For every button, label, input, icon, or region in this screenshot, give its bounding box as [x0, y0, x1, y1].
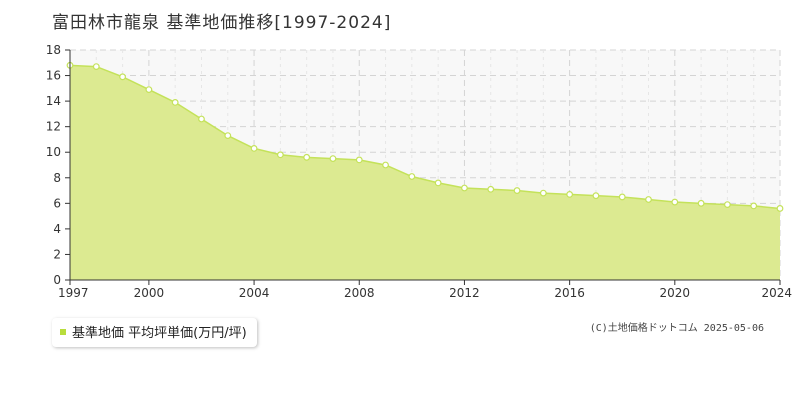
data-point: [645, 196, 652, 203]
x-tick-label: 1997: [58, 286, 89, 300]
x-tick-label: 2004: [239, 286, 270, 300]
data-point: [592, 192, 600, 200]
data-point: [276, 151, 284, 159]
data-point: [329, 155, 337, 163]
data-point: [671, 198, 679, 206]
data-point: [145, 86, 153, 94]
data-point: [618, 193, 626, 201]
series-area: [70, 65, 780, 280]
y-tick-label: 14: [46, 94, 61, 108]
y-axis-ticks: 0 2 4 6 8 10 12 14 16 18: [46, 43, 70, 287]
y-tick-label: 10: [46, 145, 61, 159]
data-point: [487, 185, 495, 193]
data-point: [303, 153, 311, 161]
legend: 基準地価 平均坪単価(万円/坪): [52, 318, 257, 347]
axes: [69, 50, 780, 281]
data-point: [434, 179, 442, 187]
data-point: [566, 190, 574, 198]
data-point: [171, 98, 179, 106]
copyright-text: (C)土地価格ドットコム 2025-05-06: [589, 323, 764, 334]
data-point: [776, 205, 784, 212]
x-tick-label: 2000: [134, 286, 165, 300]
data-point: [513, 187, 521, 194]
data-point: [750, 202, 758, 210]
data-point: [408, 173, 416, 180]
y-tick-label: 18: [46, 43, 61, 57]
x-tick-label: 2012: [449, 286, 480, 300]
data-point: [724, 201, 731, 209]
data-point: [382, 161, 389, 169]
data-point: [461, 184, 468, 192]
y-tick-label: 4: [53, 222, 61, 236]
data-point: [250, 144, 258, 152]
data-point: [224, 132, 232, 140]
data-point: [198, 115, 205, 123]
data-point: [92, 63, 100, 71]
x-tick-label: 2016: [554, 286, 585, 300]
data-points: [66, 61, 784, 212]
x-tick-label: 2024: [761, 286, 792, 300]
data-point: [355, 156, 363, 164]
y-tick-label: 0: [53, 273, 61, 287]
data-point: [697, 199, 705, 207]
x-tick-label: 2020: [660, 286, 691, 300]
legend-label: 基準地価 平均坪単価(万円/坪): [72, 326, 247, 341]
x-axis-ticks: 1997 2000 2004 2008 2012 2016 2020 2024: [58, 280, 792, 300]
x-tick-label: 2008: [344, 286, 375, 300]
y-tick-label: 16: [46, 69, 61, 83]
y-tick-label: 2: [53, 247, 61, 261]
data-point: [119, 73, 126, 81]
y-tick-label: 6: [53, 196, 61, 210]
legend-swatch: [60, 328, 66, 335]
chart-title: 富田林市龍泉 基準地価推移[1997-2024]: [52, 13, 392, 33]
y-tick-label: 12: [46, 120, 61, 134]
y-tick-label: 8: [53, 171, 61, 185]
series-line: [69, 64, 781, 210]
data-point: [539, 189, 547, 197]
